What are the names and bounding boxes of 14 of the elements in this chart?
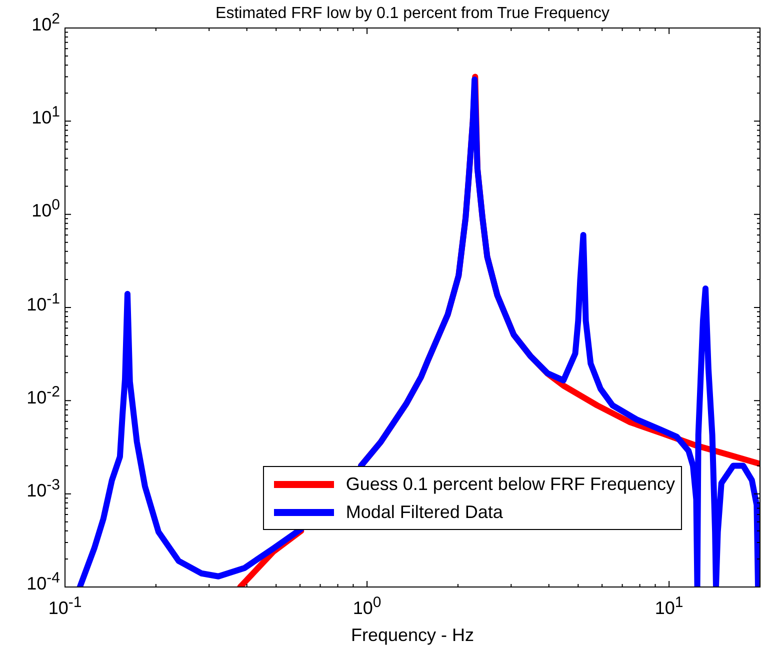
legend-label: Guess 0.1 percent below FRF Frequency <box>346 474 675 494</box>
y-tick-label: 10$^{-3}$ <box>26 475 60 500</box>
x-tick-label: 10$^{0}$ <box>352 593 382 618</box>
chart-title: Estimated FRF low by 0.1 percent from True Frequency <box>214 5 610 22</box>
x-axis-title: Frequency - Hz <box>350 625 476 646</box>
y-tick-label: 10$^{0}$ <box>32 196 60 221</box>
x-tick-label: 10$^{-1}$ <box>48 593 82 618</box>
y-tick-label: 10$^{1}$ <box>32 102 60 128</box>
y-tick-label: 10$^{-1}$ <box>26 288 60 314</box>
y-tick-label: 10$^{-4}$ <box>26 568 60 594</box>
y-tick-label: 10$^{-2}$ <box>26 382 60 407</box>
y-tick-label: 10$^{2}$ <box>32 9 60 34</box>
legend-label: Modal Filtered Data <box>346 502 503 522</box>
x-tick-label: 10$^{1}$ <box>654 593 684 618</box>
